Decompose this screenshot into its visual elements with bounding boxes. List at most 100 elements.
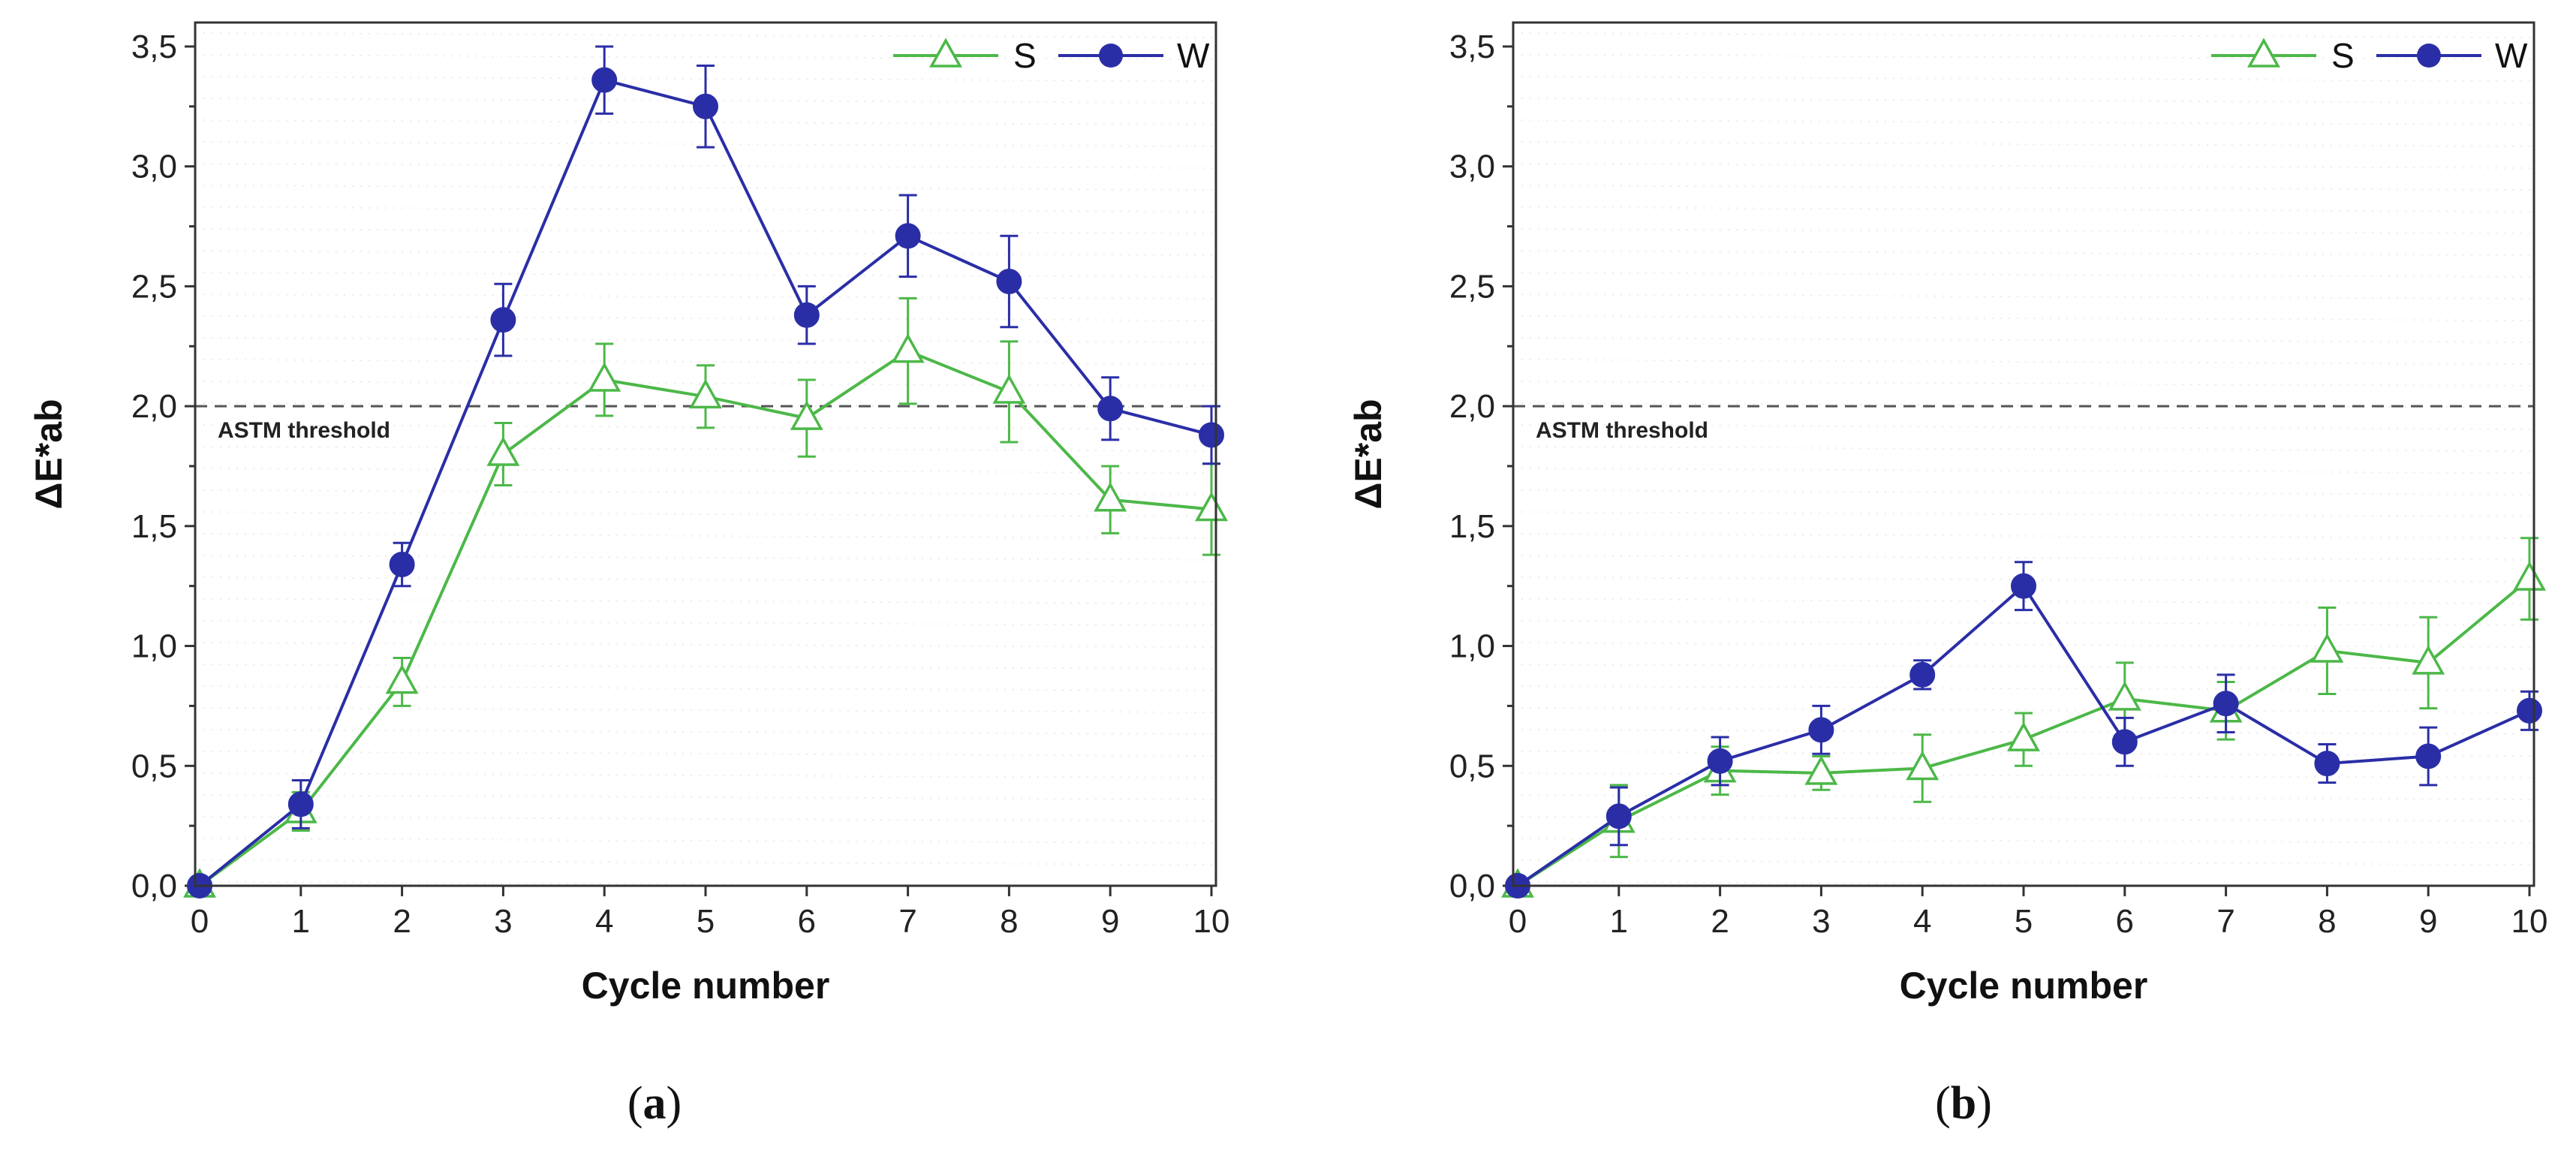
astm-threshold-label: ASTM threshold xyxy=(218,418,390,443)
background-texture-line xyxy=(1512,468,2535,474)
legend-marker-S xyxy=(2247,38,2280,68)
x-tick-label: 3 xyxy=(1812,903,1830,940)
background-texture-line xyxy=(194,294,1217,300)
x-tick-label: 7 xyxy=(898,903,916,940)
chart-panel-a: 0,0 0,5 1,0 1,5 2,0 2,5 3,0 3,5 0 1 2 3 4 5 6 7 8 9 10 AST… xyxy=(28,21,1229,1129)
data-point-S xyxy=(385,664,419,694)
x-tick-label: 3 xyxy=(494,903,512,940)
background-texture-line xyxy=(1512,163,2535,169)
plot-area-a xyxy=(195,23,1216,886)
legend-marker-W xyxy=(1099,44,1123,68)
background-texture-line xyxy=(194,707,1217,713)
background-texture-line xyxy=(1512,838,2535,844)
background-texture-line xyxy=(1512,707,2535,713)
background-texture-line xyxy=(194,163,1217,169)
legend-label-W: W xyxy=(1177,36,1210,75)
background-texture-line xyxy=(1512,642,2535,648)
data-point-W xyxy=(287,791,314,817)
x-tick-label: 5 xyxy=(697,903,715,940)
background-texture-line xyxy=(1512,32,2535,38)
background-texture-line xyxy=(1512,76,2535,82)
background-texture-line xyxy=(194,228,1217,234)
background-texture-line xyxy=(1512,555,2535,561)
data-point-W xyxy=(1707,748,1733,774)
series-W xyxy=(1505,561,2542,899)
y-axis-label-b: ΔE*ab xyxy=(1347,399,1389,509)
background-texture-line xyxy=(194,206,1217,212)
background-texture-line xyxy=(1512,294,2535,300)
background-texture-line xyxy=(194,511,1217,517)
background-texture-line xyxy=(1512,794,2535,800)
background-texture-line xyxy=(194,859,1217,865)
panel-label-a: (a) xyxy=(627,1078,682,1129)
data-point-W xyxy=(1605,803,1632,829)
background-texture-line xyxy=(1512,337,2535,343)
background-texture-line xyxy=(194,98,1217,104)
background-texture-line xyxy=(194,794,1217,800)
panel-label-b: (b) xyxy=(1935,1078,1992,1129)
data-point-S xyxy=(1195,491,1228,522)
astm-threshold-label: ASTM threshold xyxy=(1536,418,1708,443)
background-texture-line xyxy=(1512,119,2535,125)
background-texture-line xyxy=(194,250,1217,256)
y-tick-label: 3,5 xyxy=(131,29,177,65)
legend-label-S: S xyxy=(2331,36,2355,75)
data-point-W xyxy=(591,67,618,93)
y-tick-label: 1,0 xyxy=(131,628,177,665)
data-point-W xyxy=(693,93,718,119)
chart-panel-b: 0,0 0,5 1,0 1,5 2,0 2,5 3,0 3,5 0 1 2 3 4 5 6 7 8 9 10 AST… xyxy=(1347,21,2548,1129)
data-point-W xyxy=(2213,691,2239,717)
background-texture-line xyxy=(194,816,1217,822)
y-axis-label-a: ΔE*ab xyxy=(28,399,70,509)
legend-marker-S xyxy=(929,38,962,68)
x-tick-label: 6 xyxy=(2116,903,2134,940)
y-tick-label: 0,0 xyxy=(131,868,177,905)
y-tick-label: 3,5 xyxy=(1449,29,1495,65)
background-texture-line xyxy=(1512,751,2535,757)
y-tick-label: 2,5 xyxy=(1449,268,1495,305)
legend-label-W: W xyxy=(2495,36,2528,75)
data-point-W xyxy=(895,223,921,249)
y-tick-label: 3,0 xyxy=(1449,149,1495,185)
background-texture-line xyxy=(1512,859,2535,865)
background-texture-line xyxy=(1512,511,2535,517)
background-texture-line xyxy=(1512,446,2535,452)
background-texture-line xyxy=(194,446,1217,452)
background-texture-line xyxy=(194,468,1217,474)
background-texture-line xyxy=(194,54,1217,60)
data-point-W xyxy=(1808,717,1834,743)
x-tick-label: 0 xyxy=(191,903,209,940)
data-point-W xyxy=(2314,751,2340,777)
x-tick-label: 9 xyxy=(2419,903,2437,940)
background-texture-line xyxy=(1512,381,2535,387)
background-texture-line xyxy=(194,598,1217,604)
x-tick-label: 8 xyxy=(2318,903,2336,940)
background-texture-line xyxy=(194,32,1217,38)
x-tick-label: 2 xyxy=(1711,903,1729,940)
background-texture-line xyxy=(194,76,1217,82)
background-texture-line xyxy=(1512,598,2535,604)
background-texture-line xyxy=(194,141,1217,147)
data-point-W xyxy=(793,302,820,328)
data-point-W xyxy=(2517,697,2542,724)
x-tick-label: 6 xyxy=(798,903,816,940)
y-tick-label: 0,0 xyxy=(1449,868,1495,905)
plot-frame-a xyxy=(194,21,1217,887)
legend-label-S: S xyxy=(1013,36,1037,75)
x-tick-label: 2 xyxy=(393,903,411,940)
background-texture-line xyxy=(194,119,1217,125)
x-axis-label-b: Cycle number xyxy=(1900,965,2148,1007)
data-point-W xyxy=(2011,573,2036,599)
y-tick-label: 2,0 xyxy=(131,388,177,425)
data-point-W xyxy=(1097,396,1124,422)
x-tick-label: 0 xyxy=(1509,903,1527,940)
background-texture-line xyxy=(1512,228,2535,234)
background-texture-line xyxy=(194,533,1217,539)
x-tick-label: 7 xyxy=(2216,903,2234,940)
x-tick-label: 10 xyxy=(2511,903,2548,940)
x-tick-label: 8 xyxy=(1000,903,1018,940)
background-texture-line xyxy=(194,185,1217,191)
